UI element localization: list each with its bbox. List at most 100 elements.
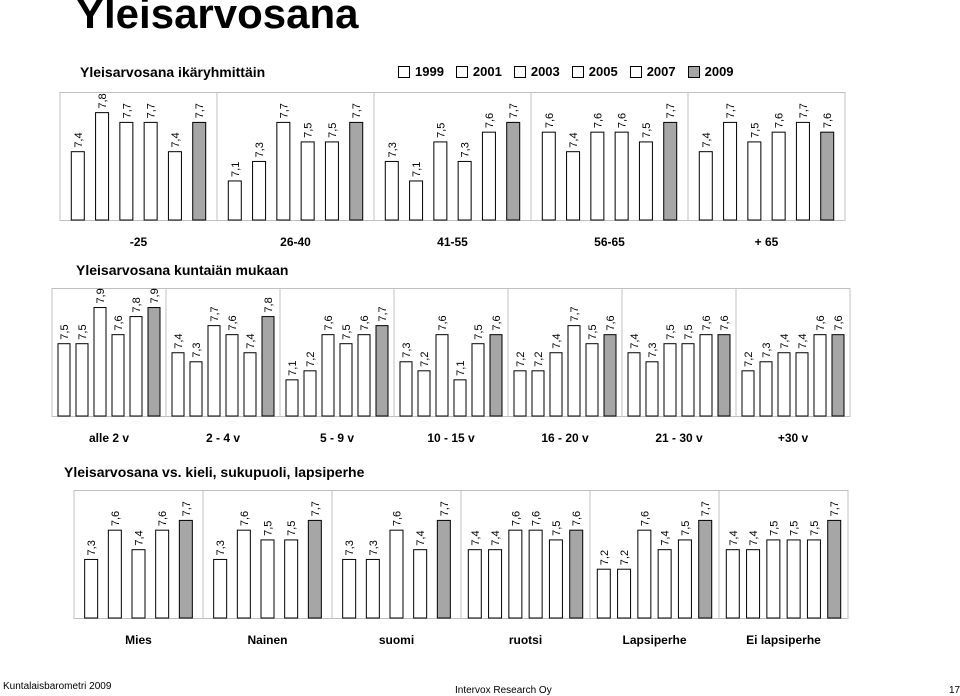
bar [746, 549, 761, 619]
bar [637, 529, 652, 619]
data-label: 7,6 [544, 113, 556, 128]
bar [260, 539, 275, 619]
legend-item: 2007 [629, 64, 676, 79]
bar [436, 519, 451, 619]
data-label: 7,7 [194, 103, 206, 118]
bar [189, 361, 203, 417]
data-label: 7,7 [146, 103, 158, 118]
legend-swatch [455, 65, 468, 78]
bar [119, 121, 134, 221]
data-label: 7,9 [149, 288, 161, 303]
category-label: 10 - 15 v [427, 431, 475, 445]
data-label: 7,6 [605, 315, 617, 330]
data-label: 7,5 [341, 324, 353, 339]
bar [820, 131, 835, 221]
data-label: 7,4 [73, 132, 85, 147]
data-label: 7,5 [286, 521, 298, 536]
data-label: 7,6 [822, 113, 834, 128]
category-label: 2 - 4 v [206, 431, 240, 445]
data-label: 7,2 [533, 352, 545, 367]
data-label: 7,2 [743, 352, 755, 367]
bar [698, 151, 713, 221]
bar [365, 558, 380, 619]
data-label: 7,1 [287, 361, 299, 376]
bar [771, 131, 786, 221]
data-label: 7,7 [121, 103, 133, 118]
data-label: 7,6 [531, 511, 543, 526]
bar [481, 131, 496, 221]
bar [590, 131, 605, 221]
data-label: 7,7 [798, 103, 810, 118]
data-label: 7,4 [134, 530, 146, 545]
chart-age-groups: 7,4 7,8 7,7 7,7 7,4 7,7 -25 7,1 7,3 7,7 7,5 7,5 7,7 2… [59, 92, 846, 249]
data-label: 7,6 [323, 315, 335, 330]
legend-swatch [398, 65, 410, 78]
bar [57, 343, 71, 417]
category-label: + 65 [755, 235, 779, 249]
data-label: 7,8 [131, 297, 143, 312]
bar [548, 539, 563, 619]
bar [107, 529, 122, 619]
legend-swatch [571, 65, 584, 78]
data-label: 7,6 [774, 113, 786, 128]
data-label: 7,5 [680, 521, 692, 536]
data-label: 7,1 [455, 361, 467, 376]
data-label: 7,6 [571, 511, 583, 526]
chart-2-title: Yleisarvosana kuntaiän mukaan [76, 262, 289, 278]
legend-label: 2009 [704, 64, 734, 79]
data-label: 7,5 [809, 521, 821, 536]
data-label: 7,7 [508, 103, 520, 118]
bar [321, 334, 335, 417]
bar [178, 519, 193, 619]
data-label: 7,4 [415, 530, 427, 545]
data-label: 7,6 [437, 315, 449, 330]
legend: 1999 2001 2003 2005 2007 2009 [398, 64, 740, 79]
data-label: 7,4 [245, 333, 257, 348]
data-label: 7,3 [215, 540, 227, 555]
data-label: 7,7 [700, 501, 712, 516]
bar [614, 131, 629, 221]
bar [657, 549, 672, 619]
data-label: 7,6 [815, 315, 827, 330]
data-label: 7,4 [629, 333, 641, 348]
bar [786, 539, 801, 619]
bar [129, 316, 143, 417]
bar [131, 549, 146, 619]
data-label: 7,1 [411, 162, 423, 177]
category-label: 16 - 20 v [541, 431, 589, 445]
data-label: 7,6 [157, 511, 169, 526]
bar [827, 519, 842, 619]
bar [384, 160, 399, 221]
data-label: 7,6 [227, 315, 239, 330]
data-label: 7,5 [683, 324, 695, 339]
category-label: suomi [379, 633, 414, 647]
data-label: 7,5 [665, 324, 677, 339]
data-label: 7,5 [641, 123, 653, 138]
bar [167, 151, 182, 221]
data-label: 7,6 [617, 113, 629, 128]
bar [471, 343, 485, 417]
legend-label: 2005 [588, 64, 618, 79]
data-label: 7,3 [254, 142, 266, 157]
data-label: 7,6 [491, 315, 503, 330]
data-label: 7,3 [460, 142, 472, 157]
data-label: 7,4 [748, 530, 760, 545]
data-label: 7,4 [173, 333, 185, 348]
data-label: 7,7 [725, 103, 737, 118]
data-label: 7,9 [95, 288, 107, 303]
bar [585, 343, 599, 417]
bar [252, 160, 267, 221]
bar [806, 539, 821, 619]
data-label: 7,4 [660, 530, 672, 545]
bar [596, 568, 611, 619]
bar [627, 352, 641, 417]
category-label: Mies [125, 633, 152, 647]
bar [227, 180, 242, 221]
bar [357, 334, 371, 417]
bar [489, 334, 503, 417]
bar [342, 558, 357, 619]
bar [339, 343, 353, 417]
data-label: 7,8 [97, 93, 109, 108]
bar [435, 334, 449, 417]
legend-swatch [513, 65, 526, 78]
